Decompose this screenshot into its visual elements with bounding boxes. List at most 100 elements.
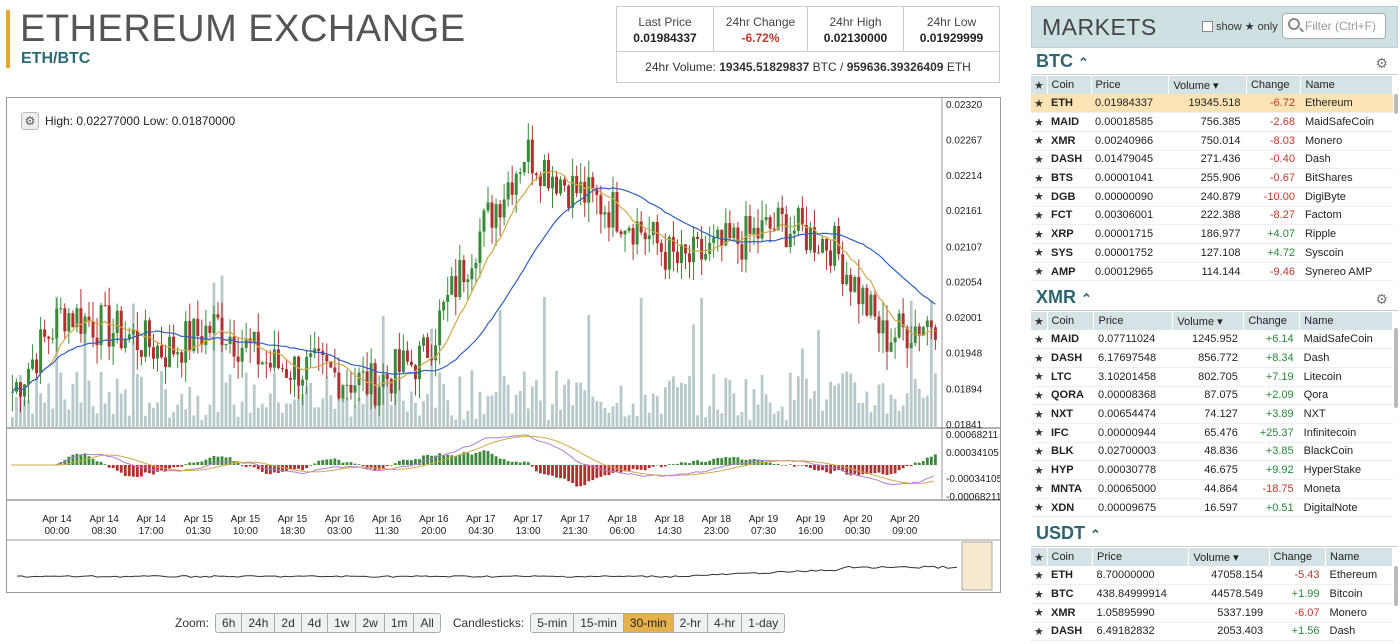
favorite-star-icon[interactable]: ★ (1031, 348, 1047, 368)
favorite-star-icon[interactable]: ★ (1031, 224, 1047, 244)
candle-button-4-hr[interactable]: 4-hr (707, 614, 743, 632)
candle-button-2-hr[interactable]: 2-hr (673, 614, 708, 632)
chart-settings-gear-icon[interactable]: ⚙ (21, 112, 39, 130)
market-row[interactable]: ★ HYP 0.00030778 46.675 +9.92 HyperStake (1031, 460, 1393, 480)
market-row[interactable]: ★ BLK 0.02700003 48.836 +3.85 BlackCoin (1031, 442, 1393, 462)
column-header-coin[interactable]: Coin (1047, 76, 1092, 94)
favorite-star-icon[interactable]: ★ (1031, 498, 1047, 518)
market-row[interactable]: ★ ETH 0.01984337 19345.518 -6.72 Ethereum (1031, 94, 1393, 114)
favorite-star-icon[interactable]: ★ (1031, 94, 1047, 114)
column-header-name[interactable]: Name (1300, 76, 1393, 94)
column-header-name[interactable]: Name (1299, 312, 1393, 330)
zoom-button-1m[interactable]: 1m (384, 614, 415, 632)
favorite-star-icon[interactable]: ★ (1031, 243, 1047, 263)
column-header-price[interactable]: Price (1092, 548, 1190, 566)
favorite-star-icon[interactable]: ★ (1031, 584, 1047, 604)
market-row[interactable]: ★ MAID 0.07711024 1245.952 +6.14 MaidSafeCoin (1031, 330, 1393, 350)
market-row[interactable]: ★ XRP 0.00001715 186.977 +4.07 Ripple (1031, 224, 1393, 244)
column-header-price[interactable]: Price (1091, 76, 1170, 94)
market-row[interactable]: ★ DASH 6.49182832 2053.403 +1.56 Dash (1031, 622, 1393, 642)
market-row[interactable]: ★ NXT 0.00654474 74.127 +3.89 NXT (1031, 404, 1393, 424)
column-header-change[interactable]: Change (1246, 76, 1302, 94)
column-header-coin[interactable]: Coin (1047, 312, 1095, 330)
column-header-name[interactable]: Name (1325, 548, 1393, 566)
xmr-scrollbar[interactable] (1394, 328, 1398, 408)
macd-histogram-bar (168, 465, 172, 469)
favorite-star-icon[interactable]: ★ (1031, 603, 1047, 623)
usdt-section-header[interactable]: USDT ⌃ (1031, 521, 1398, 547)
market-row[interactable]: ★ DGB 0.00000090 240.879 -10.00 DigiByte (1031, 187, 1393, 207)
column-header-change[interactable]: Change (1243, 312, 1301, 330)
favorite-star-icon[interactable]: ★ (1031, 131, 1047, 151)
market-row[interactable]: ★ IFC 0.00000944 65.476 +25.37 Infinitecoin (1031, 423, 1393, 443)
market-row[interactable]: ★ ETH 8.70000000 47058.154 -5.43 Ethereum (1031, 566, 1393, 586)
btc-scrollbar[interactable] (1394, 94, 1398, 114)
favorite-star-icon[interactable]: ★ (1031, 367, 1047, 387)
market-row[interactable]: ★ DASH 6.17697548 856.772 +8.34 Dash (1031, 348, 1393, 368)
zoom-button-2w[interactable]: 2w (356, 614, 385, 632)
chevron-up-icon[interactable]: ⌃ (1078, 55, 1089, 70)
favorite-star-icon[interactable]: ★ (1031, 442, 1047, 462)
market-row[interactable]: ★ SYS 0.00001752 127.108 +4.72 Syscoin (1031, 243, 1393, 263)
star-column-icon[interactable]: ★ (1031, 312, 1048, 330)
xmr-settings-gear-icon[interactable]: ⚙ (1375, 291, 1388, 307)
star-column-icon[interactable]: ★ (1031, 548, 1048, 566)
favorite-star-icon[interactable]: ★ (1031, 386, 1047, 406)
favorite-star-icon[interactable]: ★ (1031, 168, 1047, 188)
zoom-button-4d[interactable]: 4d (301, 614, 329, 632)
market-row[interactable]: ★ MAID 0.00018585 756.385 -2.68 MaidSafeCoin (1031, 112, 1393, 132)
favorite-star-icon[interactable]: ★ (1031, 404, 1047, 424)
candle-button-5-min[interactable]: 5-min (531, 614, 575, 632)
btc-settings-gear-icon[interactable]: ⚙ (1375, 55, 1388, 71)
favorite-star-icon[interactable]: ★ (1031, 187, 1047, 207)
zoom-button-1w[interactable]: 1w (328, 614, 357, 632)
show-starred-only[interactable]: show ★ only (1202, 20, 1278, 33)
zoom-button-6h[interactable]: 6h (216, 614, 243, 632)
favorite-star-icon[interactable]: ★ (1031, 423, 1047, 443)
market-row[interactable]: ★ FCT 0.00306001 222.388 -8.27 Factom (1031, 206, 1393, 226)
favorite-star-icon[interactable]: ★ (1031, 566, 1047, 586)
price-chart[interactable]: 0.02320 0.02267 0.02214 0.02161 0.02107 0.020… (6, 97, 1001, 593)
cell-price: 0.00008368 (1093, 386, 1173, 406)
zoom-button-2d[interactable]: 2d (275, 614, 302, 632)
market-row[interactable]: ★ AMP 0.00012965 114.144 -9.46 Synereo AMP (1031, 262, 1393, 282)
market-row[interactable]: ★ XDN 0.00009675 16.597 +0.51 DigitalNote (1031, 498, 1393, 518)
favorite-star-icon[interactable]: ★ (1031, 460, 1047, 480)
candle-button-30-min[interactable]: 30-min (623, 614, 674, 632)
btc-section-header[interactable]: BTC ⌃ ⚙ (1031, 49, 1398, 75)
market-row[interactable]: ★ MNTA 0.00065000 44.864 -18.75 Moneta (1031, 479, 1393, 499)
column-header-coin[interactable]: Coin (1047, 548, 1094, 566)
zoom-button-all[interactable]: All (414, 614, 440, 632)
market-row[interactable]: ★ BTS 0.00001041 255.906 -0.67 BitShares (1031, 168, 1393, 188)
column-header-change[interactable]: Change (1269, 548, 1327, 566)
favorite-star-icon[interactable]: ★ (1031, 112, 1047, 132)
chart-canvas[interactable]: 0.02320 0.02267 0.02214 0.02161 0.02107 0.020… (7, 98, 1000, 592)
candle-button-15-min[interactable]: 15-min (574, 614, 624, 632)
high-low-text: High: 0.02277000 Low: 0.01870000 (45, 114, 236, 128)
favorite-star-icon[interactable]: ★ (1031, 262, 1047, 282)
star-column-icon[interactable]: ★ (1031, 76, 1048, 94)
usdt-scrollbar[interactable] (1394, 566, 1398, 606)
show-only-checkbox[interactable] (1202, 21, 1213, 32)
favorite-star-icon[interactable]: ★ (1031, 206, 1047, 226)
market-row[interactable]: ★ LTC 3.10201458 802.705 +7.19 Litecoin (1031, 367, 1393, 387)
favorite-star-icon[interactable]: ★ (1031, 479, 1047, 499)
market-row[interactable]: ★ QORA 0.00008368 87.075 +2.09 Qora (1031, 386, 1393, 406)
column-header-volume[interactable]: Volume ▾ (1168, 76, 1247, 94)
column-header-volume[interactable]: Volume ▾ (1172, 312, 1245, 330)
chevron-up-icon[interactable]: ⌃ (1081, 291, 1092, 306)
chevron-up-icon[interactable]: ⌃ (1090, 527, 1101, 542)
favorite-star-icon[interactable]: ★ (1031, 622, 1047, 642)
market-row[interactable]: ★ BTC 438.84999914 44578.549 +1.99 Bitcoin (1031, 584, 1393, 604)
column-header-price[interactable]: Price (1093, 312, 1174, 330)
market-filter-input[interactable]: Filter (Ctrl+F) (1282, 13, 1386, 39)
xmr-section-header[interactable]: XMR ⌃ ⚙ (1031, 285, 1398, 311)
column-header-volume[interactable]: Volume ▾ (1188, 548, 1270, 566)
zoom-button-24h[interactable]: 24h (242, 614, 276, 632)
favorite-star-icon[interactable]: ★ (1031, 330, 1047, 350)
market-row[interactable]: ★ DASH 0.01479045 271.436 -0.40 Dash (1031, 150, 1393, 170)
favorite-star-icon[interactable]: ★ (1031, 150, 1047, 170)
market-row[interactable]: ★ XMR 0.00240966 750.014 -8.03 Monero (1031, 131, 1393, 151)
market-row[interactable]: ★ XMR 1.05895990 5337.199 -6.07 Monero (1031, 603, 1393, 623)
candle-button-1-day[interactable]: 1-day (742, 614, 785, 632)
